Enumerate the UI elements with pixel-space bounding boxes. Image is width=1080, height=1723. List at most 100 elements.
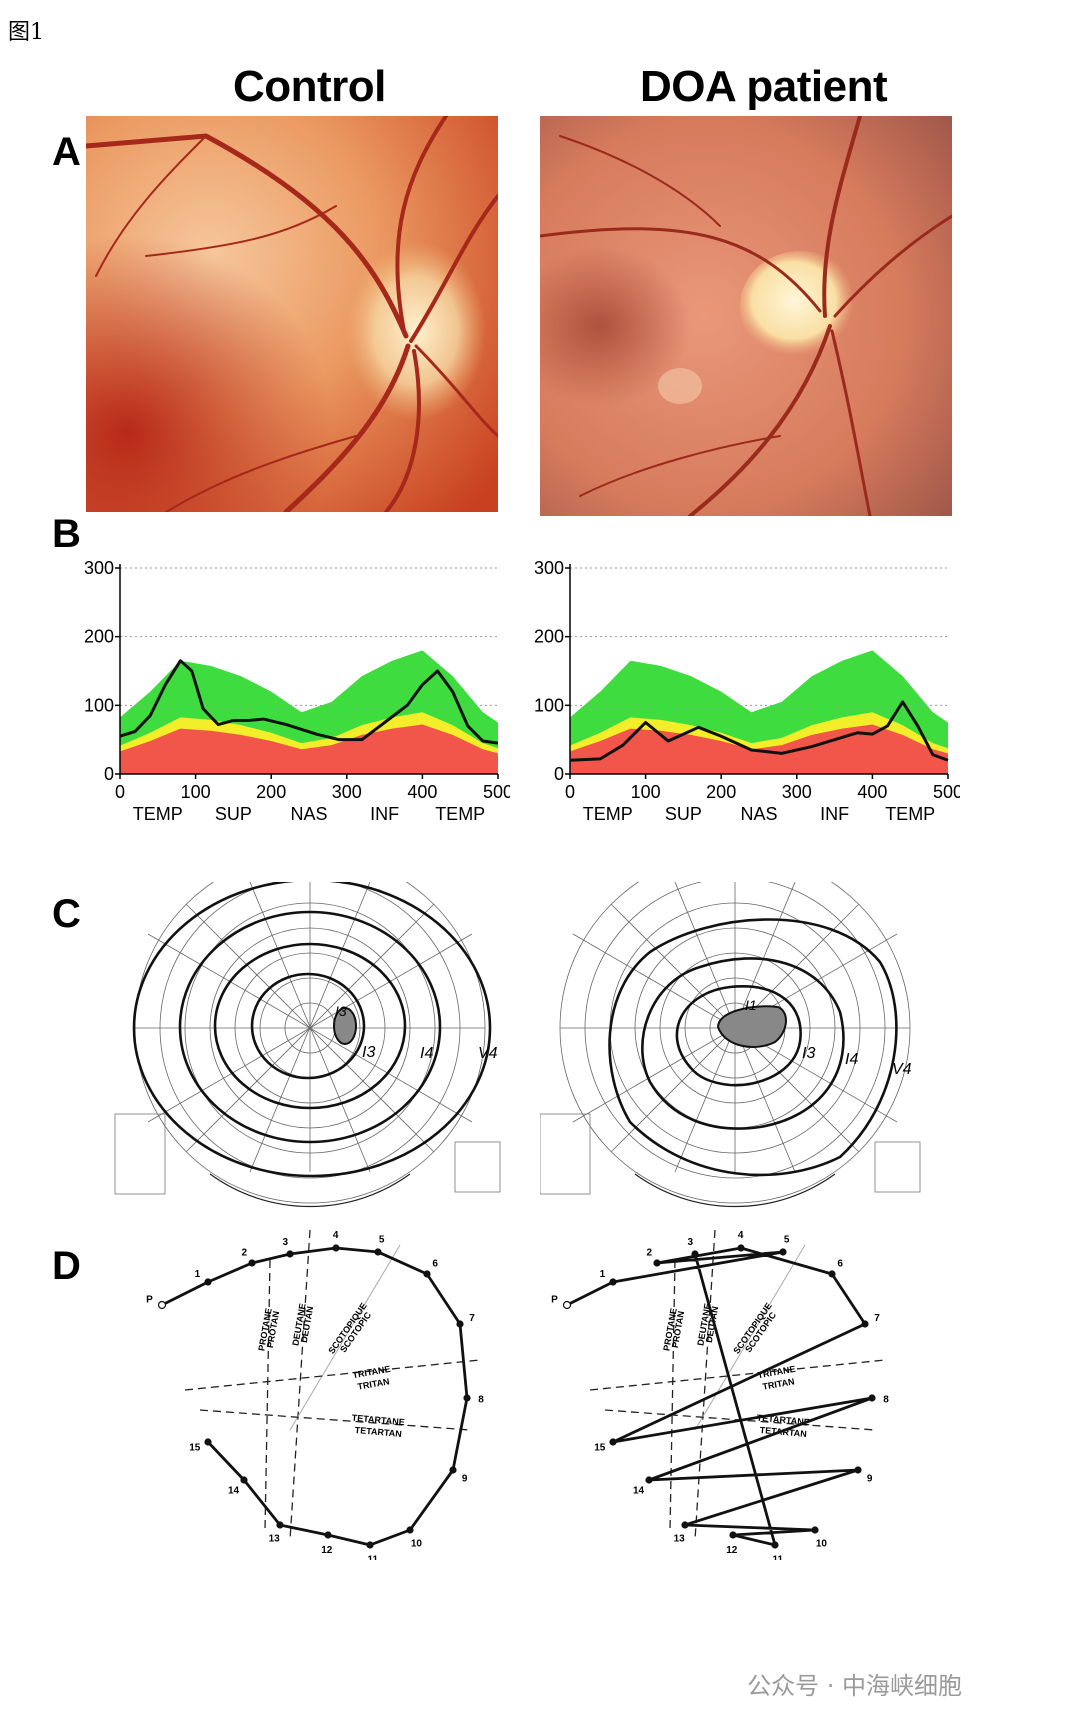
isopter-label: I3 xyxy=(335,1003,347,1019)
scotopic-axis xyxy=(289,1244,401,1431)
column-title-control: Control xyxy=(233,62,386,111)
panel-letter-d: D xyxy=(52,1244,81,1288)
panel-letter-a: A xyxy=(52,130,81,174)
cap-marker xyxy=(366,1541,374,1549)
y-tick-label: 300 xyxy=(534,558,564,578)
deutan-axis xyxy=(289,1230,311,1541)
cap-number: 12 xyxy=(726,1545,738,1556)
cap-number: 5 xyxy=(379,1234,385,1245)
isopter-label: I4 xyxy=(420,1045,433,1062)
cap-number: 2 xyxy=(241,1247,247,1258)
x-tick-label: 100 xyxy=(181,782,211,802)
goldmann-field-control: I3 I3 I4 V4 xyxy=(114,882,501,1208)
cap-number: 1 xyxy=(195,1269,201,1280)
isopter-label: V4 xyxy=(478,1045,498,1062)
cap-marker xyxy=(828,1270,836,1278)
panel-letter-c: C xyxy=(52,892,81,936)
cap-number: 9 xyxy=(462,1474,468,1485)
protan-axis xyxy=(669,1259,676,1531)
scotopic-axis xyxy=(694,1244,806,1431)
cap-marker xyxy=(374,1248,382,1256)
x-tick-label: 400 xyxy=(857,782,887,802)
isopter-label: I4 xyxy=(845,1051,858,1068)
cap-number: 8 xyxy=(478,1394,484,1405)
cap-marker xyxy=(691,1250,699,1258)
cap-marker xyxy=(737,1244,745,1252)
cap-number: 6 xyxy=(432,1259,438,1270)
cap-number: 14 xyxy=(228,1485,240,1496)
cap-marker xyxy=(779,1248,787,1256)
x-tick-label: 500 xyxy=(933,782,960,802)
cap-number: 13 xyxy=(674,1534,686,1545)
sector-label: NAS xyxy=(740,804,777,824)
cap-number: 6 xyxy=(837,1259,843,1270)
cap-marker xyxy=(653,1259,661,1267)
cap-number: 12 xyxy=(321,1545,333,1556)
cap-marker xyxy=(861,1320,869,1328)
cap-marker xyxy=(276,1521,284,1529)
y-tick-label: 300 xyxy=(84,558,114,578)
cap-number: 3 xyxy=(688,1237,694,1248)
y-tick-label: 100 xyxy=(84,695,114,715)
cap-marker xyxy=(609,1278,617,1286)
cap-marker xyxy=(204,1438,212,1446)
sector-label: NAS xyxy=(290,804,327,824)
x-tick-label: 0 xyxy=(115,782,125,802)
isopter-label: I3 xyxy=(802,1045,815,1062)
goldmann-field-patient: I1 I3 I4 V4 xyxy=(540,882,921,1208)
cap-marker xyxy=(868,1394,876,1402)
sector-label: TEMP xyxy=(885,804,935,824)
cap-marker xyxy=(645,1476,653,1484)
tritan-axis xyxy=(184,1359,481,1391)
rnfl-thickness-line xyxy=(119,659,499,745)
cap-marker xyxy=(406,1526,414,1534)
cap-marker xyxy=(562,1300,572,1310)
sector-label: SUP xyxy=(665,804,702,824)
x-tick-label: 300 xyxy=(332,782,362,802)
cap-marker xyxy=(854,1466,862,1474)
cap-number: 4 xyxy=(333,1230,339,1241)
fundus-image-control xyxy=(86,116,498,512)
cap-number: 1 xyxy=(600,1269,606,1280)
x-tick-label: 200 xyxy=(706,782,736,802)
isopter-label: V4 xyxy=(892,1061,912,1078)
cap-marker xyxy=(729,1531,737,1539)
panel-letter-b: B xyxy=(52,512,81,556)
cap-marker xyxy=(811,1526,819,1534)
cap-number: 5 xyxy=(784,1234,790,1245)
normative-band-red xyxy=(120,724,498,774)
column-title-patient: DOA patient xyxy=(640,62,888,111)
cap-number: 4 xyxy=(738,1230,744,1241)
cap-sequence-line xyxy=(161,1246,469,1547)
cap-number: P xyxy=(551,1295,558,1306)
protan-axis xyxy=(264,1259,271,1531)
confusion-axis-label: TETARTAN xyxy=(354,1425,402,1439)
y-tick-label: 200 xyxy=(534,627,564,647)
cap-sequence-line xyxy=(566,1246,874,1547)
cap-marker xyxy=(324,1531,332,1539)
cap-marker xyxy=(449,1466,457,1474)
x-tick-label: 200 xyxy=(256,782,286,802)
cap-marker xyxy=(609,1438,617,1446)
sector-label: INF xyxy=(820,804,849,824)
cap-number: 15 xyxy=(189,1443,201,1454)
y-tick-label: 100 xyxy=(534,695,564,715)
cap-number: 14 xyxy=(633,1485,645,1496)
cap-marker xyxy=(681,1521,689,1529)
cap-number: 9 xyxy=(867,1474,873,1485)
sector-label: TEMP xyxy=(133,804,183,824)
x-tick-label: 500 xyxy=(483,782,510,802)
y-tick-label: 200 xyxy=(84,627,114,647)
cap-number: 13 xyxy=(269,1534,281,1545)
sector-label: TEMP xyxy=(583,804,633,824)
cap-number: P xyxy=(146,1295,153,1306)
fundus-image-patient xyxy=(540,116,952,516)
cap-marker xyxy=(286,1250,294,1258)
cap-number: 7 xyxy=(469,1313,475,1324)
x-tick-label: 300 xyxy=(782,782,812,802)
confusion-axis-label: TETARTANE xyxy=(351,1413,405,1428)
cap-number: 10 xyxy=(411,1538,423,1549)
